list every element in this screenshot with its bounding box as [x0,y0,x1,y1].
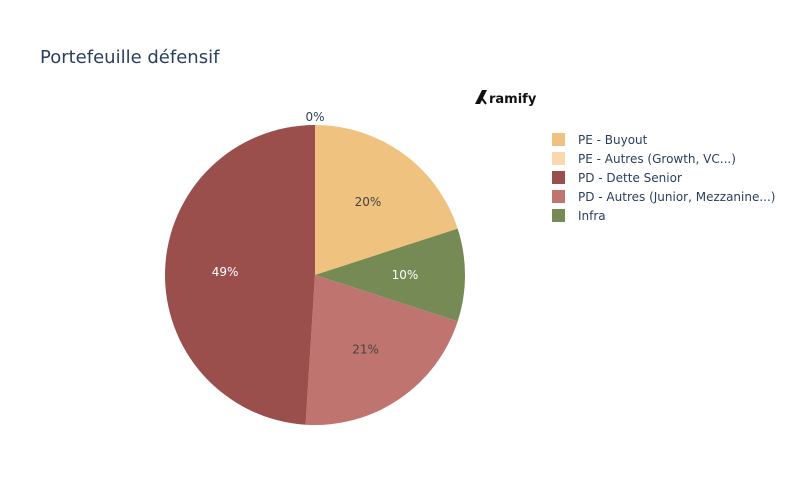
legend-swatch-infra [552,209,565,222]
legend-swatch-pe-buyout [552,133,565,146]
legend-label-pe-buyout: PE - Buyout [578,133,648,147]
ramify-logo-text: ramify [489,92,537,107]
legend-item-pd-dette-senior[interactable]: PD - Dette Senior [552,171,682,185]
ramify-logo: ramify [475,90,537,107]
legend-label-pd-autres-junior-mezzanine: PD - Autres (Junior, Mezzanine...) [578,190,775,204]
chart-title: Portefeuille défensif [40,47,220,68]
legend-label-pd-dette-senior: PD - Dette Senior [578,171,682,185]
legend-item-pe-autres-growth-vc[interactable]: PE - Autres (Growth, VC...) [552,152,736,166]
legend-swatch-pd-autres-junior-mezzanine [552,190,565,203]
slice-label-infra: 10% [392,268,419,282]
pie-slices [165,125,466,425]
legend-swatch-pd-dette-senior [552,171,565,184]
legend-label-pe-autres-growth-vc: PE - Autres (Growth, VC...) [578,152,736,166]
legend-swatch-pe-autres-growth-vc [552,152,565,165]
legend: PE - Buyout PE - Autres (Growth, VC...) PD… [552,133,775,223]
pie-slice-pd-dette-senior [165,125,315,425]
legend-item-pe-buyout[interactable]: PE - Buyout [552,133,648,147]
pie-slice-infra [315,228,466,322]
ramify-logo-icon [475,90,487,105]
slice-label-pd-dette-senior: 49% [212,265,239,279]
legend-label-infra: Infra [578,209,606,223]
pie-slice-pe-buyout [315,125,458,275]
legend-item-infra[interactable]: Infra [552,209,606,223]
slice-label-pd-autres-junior-mezzanine: 21% [352,342,379,356]
pie-slice-pd-autres-junior-mezzanine [305,275,458,425]
legend-item-pd-autres-junior-mezzanine[interactable]: PD - Autres (Junior, Mezzanine...) [552,190,775,204]
pie-slice-labels: 20% 10% 21% 49% 0% [212,110,419,356]
slice-label-pe-autres-growth-vc: 0% [305,110,324,124]
slice-label-pe-buyout: 20% [355,195,382,209]
